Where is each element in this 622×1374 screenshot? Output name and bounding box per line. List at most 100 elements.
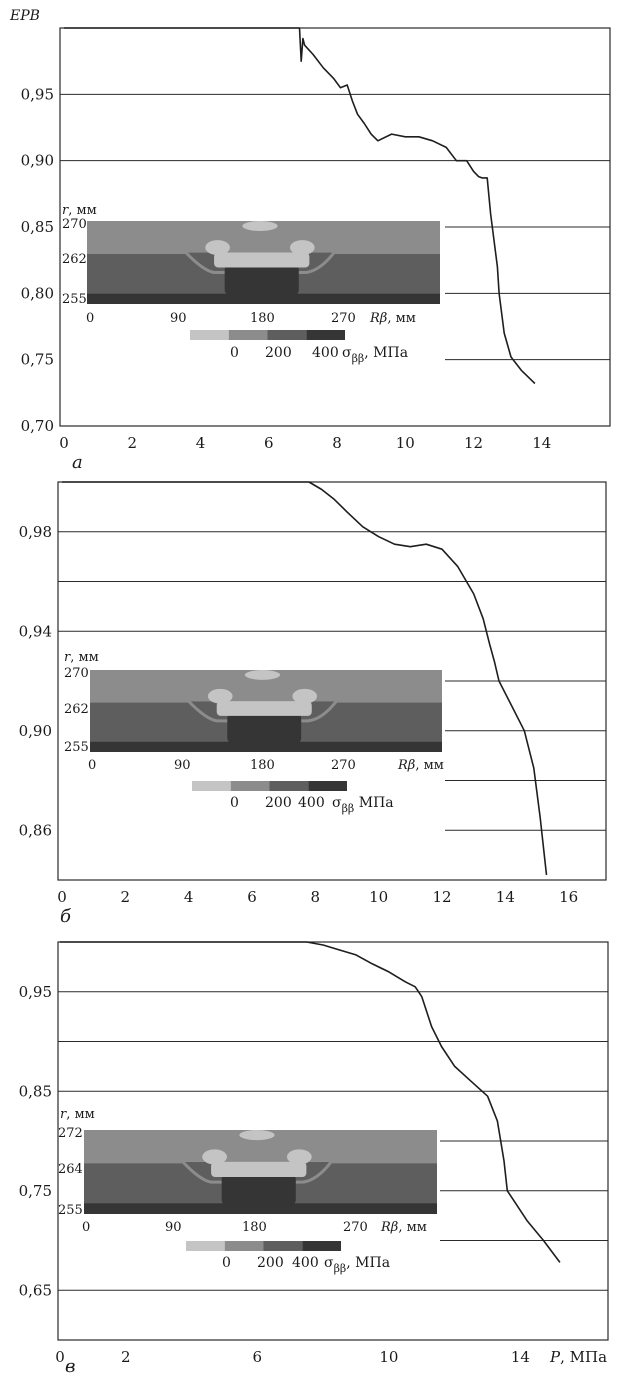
y-axis-label: EPB — [9, 8, 40, 24]
x-tick-label: 14 — [532, 434, 551, 452]
inset-x-label: Rβ, мм — [369, 311, 416, 326]
legend-label: σββ, МПа — [342, 345, 408, 365]
stress-spot-left — [205, 240, 230, 256]
inset-x-tick: 0 — [88, 758, 96, 773]
y-tick-label: 0,65 — [19, 1281, 52, 1299]
inset-r-tick: 262 — [62, 252, 87, 267]
stress-spot-right — [292, 688, 318, 704]
stress-spot-top — [244, 670, 281, 680]
y-tick-label: 0,95 — [21, 85, 54, 103]
stress-zone-core — [227, 712, 302, 744]
inset-r-tick: 272 — [58, 1126, 83, 1141]
inset-x-tick: 0 — [82, 1220, 90, 1235]
chart-panel-3: 0,65 0,75 0,85 0,95 0 2 6 10 14 P, МПа в r, мм 272 26… — [19, 941, 609, 1374]
legend-tick: 200 — [257, 1255, 284, 1271]
legend-swatch — [302, 1241, 341, 1251]
chart-panel-1: 0,70 0,75 0,80 0,85 0,90 0,95 0 2 4 6 8 10 12 14 EPB а r… — [9, 8, 611, 473]
stress-spot-left — [202, 1149, 227, 1165]
legend-swatch — [269, 781, 309, 791]
legend-tick: 400 — [292, 1255, 319, 1271]
x-tick-label: 4 — [196, 434, 206, 452]
stress-spot-top — [239, 1130, 275, 1141]
inset-x-tick: 180 — [242, 1220, 267, 1235]
legend-label: σββ МПа — [332, 795, 394, 815]
legend-swatch — [230, 781, 270, 791]
stress-zone-lower — [90, 741, 442, 752]
x-tick-label: 0 — [59, 434, 69, 452]
inset-r-tick: 264 — [58, 1162, 83, 1177]
legend-swatch — [224, 1241, 264, 1251]
legend-tick: 200 — [265, 795, 292, 811]
x-tick-label: 0 — [55, 1348, 65, 1366]
stress-zone-bead — [216, 701, 312, 716]
x-axis-label: P, МПа — [549, 1348, 607, 1366]
x-tick-label: 2 — [121, 1348, 131, 1366]
inset-x-label: Rβ, мм — [397, 758, 444, 773]
panel-label: б — [60, 906, 72, 927]
y-tick-label: 0,90 — [21, 152, 54, 170]
data-line — [64, 27, 536, 385]
inset-x-tick: 0 — [86, 311, 94, 326]
stress-spot-left — [207, 688, 233, 704]
stress-map-inset: r, мм 272 264 255 0 90 180 270 Rβ, мм 0 200 400 σββ,… — [58, 1107, 437, 1275]
y-tick-label: 0,75 — [21, 351, 54, 369]
x-tick-label: 14 — [511, 1348, 530, 1366]
legend-tick: 400 — [312, 345, 339, 361]
legend-swatch — [267, 330, 307, 340]
x-tick-label: 4 — [184, 888, 194, 906]
inset-r-tick: 262 — [64, 702, 89, 717]
legend-swatch — [192, 781, 231, 791]
x-tick-label: 14 — [496, 888, 515, 906]
legend-tick: 0 — [230, 345, 239, 361]
y-tick-label: 0,94 — [19, 622, 52, 640]
legend-tick: 0 — [222, 1255, 231, 1271]
inset-r-tick: 255 — [58, 1203, 83, 1218]
x-tick-label: 12 — [432, 888, 451, 906]
x-tick-label: 8 — [311, 888, 321, 906]
inset-x-label: Rβ, мм — [380, 1220, 427, 1235]
legend-swatch — [190, 330, 229, 340]
x-tick-label: 6 — [264, 434, 274, 452]
x-tick-label: 10 — [379, 1348, 398, 1366]
inset-x-tick: 90 — [170, 311, 187, 326]
y-tick-label: 0,80 — [21, 284, 54, 302]
panel-label: а — [72, 452, 83, 473]
legend-tick: 400 — [298, 795, 325, 811]
x-tick-label: 10 — [369, 888, 388, 906]
stress-zone-core — [224, 264, 299, 296]
panel-label: в — [65, 1356, 75, 1374]
x-tick-label: 12 — [464, 434, 483, 452]
data-line — [60, 941, 561, 1263]
inset-x-tick: 270 — [331, 758, 356, 773]
data-line — [62, 481, 548, 876]
legend-tick: 0 — [230, 795, 239, 811]
x-tick-label: 2 — [121, 888, 131, 906]
x-tick-label: 16 — [559, 888, 578, 906]
inset-x-tick: 270 — [331, 311, 356, 326]
legend-tick: 200 — [265, 345, 292, 361]
y-tick-label: 0,95 — [19, 983, 52, 1001]
y-tick-label: 0,85 — [21, 218, 54, 236]
stress-zone-lower — [87, 293, 440, 304]
stress-zone-bead — [211, 1161, 307, 1178]
inset-x-tick: 180 — [250, 311, 275, 326]
stress-spot-top — [242, 221, 278, 231]
inset-r-label: r, мм — [62, 203, 97, 218]
stress-spot-right — [286, 1149, 312, 1165]
x-tick-label: 2 — [127, 434, 137, 452]
legend-swatch — [263, 1241, 303, 1251]
stress-zone-bead — [214, 252, 310, 268]
legend-swatch — [306, 330, 345, 340]
inset-r-tick: 270 — [64, 666, 89, 681]
x-tick-label: 10 — [396, 434, 415, 452]
x-tick-label: 6 — [253, 1348, 263, 1366]
legend-swatch — [228, 330, 268, 340]
inset-r-tick: 255 — [62, 292, 87, 307]
y-tick-label: 0,86 — [19, 821, 52, 839]
inset-x-tick: 180 — [250, 758, 275, 773]
inset-x-tick: 270 — [343, 1220, 368, 1235]
inset-x-tick: 90 — [174, 758, 191, 773]
